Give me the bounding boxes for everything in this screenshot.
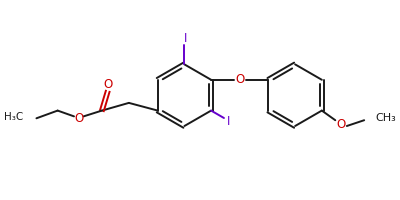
Text: O: O [103, 78, 112, 91]
Text: CH₃: CH₃ [376, 113, 396, 123]
Text: H₃C: H₃C [4, 112, 23, 122]
Text: O: O [336, 118, 346, 131]
Text: O: O [74, 112, 84, 125]
Text: I: I [184, 32, 187, 45]
Text: O: O [235, 73, 244, 86]
Text: I: I [227, 115, 230, 128]
